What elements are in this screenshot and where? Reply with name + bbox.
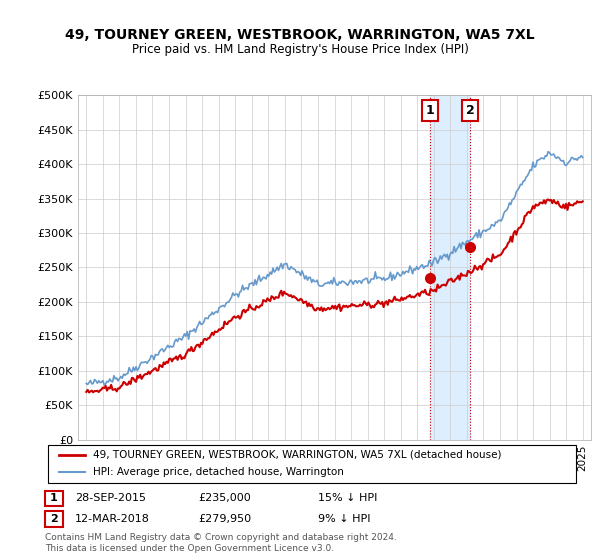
Text: 2: 2 <box>466 104 475 117</box>
FancyBboxPatch shape <box>48 445 576 483</box>
Text: 28-SEP-2015: 28-SEP-2015 <box>75 493 146 503</box>
Text: 49, TOURNEY GREEN, WESTBROOK, WARRINGTON, WA5 7XL: 49, TOURNEY GREEN, WESTBROOK, WARRINGTON… <box>65 28 535 42</box>
Text: 9% ↓ HPI: 9% ↓ HPI <box>318 514 371 524</box>
Text: Price paid vs. HM Land Registry's House Price Index (HPI): Price paid vs. HM Land Registry's House … <box>131 43 469 55</box>
Text: £235,000: £235,000 <box>198 493 251 503</box>
Text: £279,950: £279,950 <box>198 514 251 524</box>
FancyBboxPatch shape <box>45 511 63 527</box>
Text: 12-MAR-2018: 12-MAR-2018 <box>75 514 150 524</box>
Text: HPI: Average price, detached house, Warrington: HPI: Average price, detached house, Warr… <box>93 468 344 478</box>
Text: 49, TOURNEY GREEN, WESTBROOK, WARRINGTON, WA5 7XL (detached house): 49, TOURNEY GREEN, WESTBROOK, WARRINGTON… <box>93 450 502 460</box>
Bar <box>430 95 470 440</box>
FancyBboxPatch shape <box>45 491 63 506</box>
Text: 1: 1 <box>50 493 58 503</box>
Text: Contains HM Land Registry data © Crown copyright and database right 2024.
This d: Contains HM Land Registry data © Crown c… <box>45 533 397 553</box>
Text: 1: 1 <box>425 104 434 117</box>
Text: 15% ↓ HPI: 15% ↓ HPI <box>318 493 377 503</box>
Text: 2: 2 <box>50 514 58 524</box>
